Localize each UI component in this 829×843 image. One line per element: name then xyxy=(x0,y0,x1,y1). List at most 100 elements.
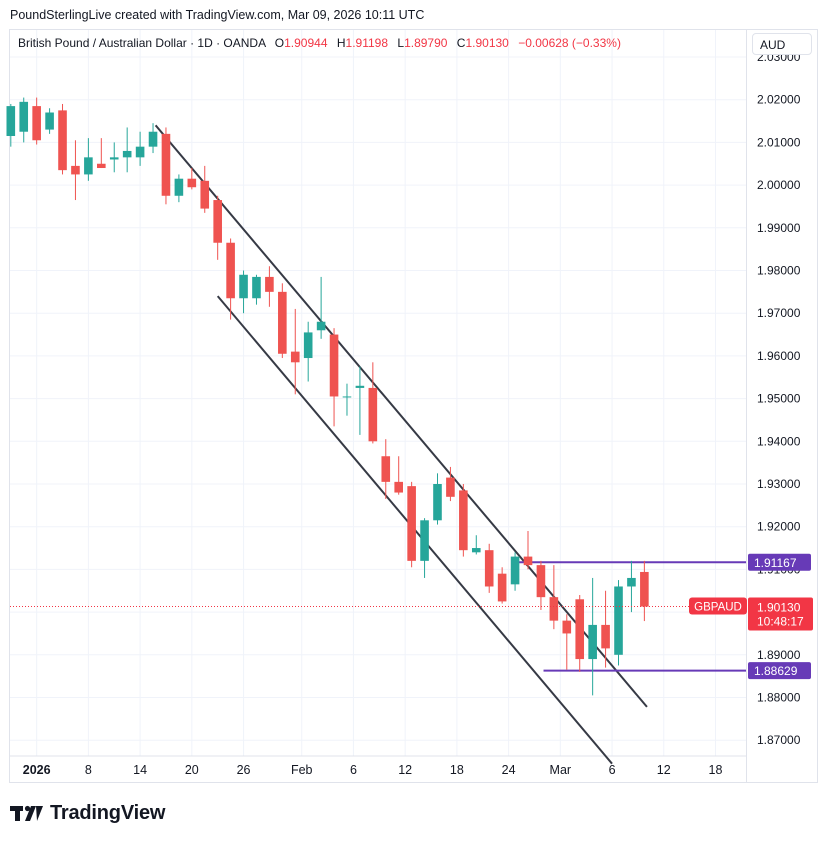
candle xyxy=(174,174,184,203)
candle-body xyxy=(32,106,41,141)
close-value: 1.90130 xyxy=(465,36,509,50)
candle xyxy=(32,97,41,145)
time-tick-label: 12 xyxy=(398,763,412,777)
symbol-tag-label: GBPAUD xyxy=(694,602,742,614)
candle-body xyxy=(84,157,93,175)
candle-body xyxy=(58,110,67,171)
symbol-tag xyxy=(689,597,747,615)
candle xyxy=(407,481,416,568)
candle xyxy=(239,270,248,314)
candle xyxy=(381,439,391,499)
time-tick-label: 6 xyxy=(609,763,616,777)
candle xyxy=(148,123,158,154)
time-tick-label: 24 xyxy=(502,763,516,777)
candle-body xyxy=(265,276,274,292)
candle-body xyxy=(471,548,481,553)
candle xyxy=(84,138,93,181)
candle-body xyxy=(627,577,636,587)
candle-body xyxy=(45,112,54,130)
time-tick-label: 18 xyxy=(709,763,723,777)
candle xyxy=(58,103,67,175)
candle-body xyxy=(213,200,222,243)
candle xyxy=(265,266,274,307)
chart-frame xyxy=(9,29,818,783)
price-tick-label: 2.01000 xyxy=(757,135,801,149)
candle-body xyxy=(6,106,16,136)
candle xyxy=(433,473,442,525)
currency-button[interactable]: AUD xyxy=(752,33,812,55)
candle xyxy=(459,484,468,557)
price-tick-label: 1.96000 xyxy=(757,349,801,363)
price-tick-label: 1.92000 xyxy=(757,520,801,534)
candle xyxy=(523,530,533,570)
candle-body xyxy=(368,387,378,442)
candle-body xyxy=(523,556,533,566)
price-tick-label: 1.94000 xyxy=(757,434,801,448)
candle-body xyxy=(239,274,248,299)
symbol-legend: British Pound / Australian Dollar · 1D ·… xyxy=(18,36,621,50)
candle-body xyxy=(109,157,119,160)
candle-body xyxy=(497,573,507,602)
channel-trendline xyxy=(154,124,648,708)
candle xyxy=(549,565,559,630)
candle-body xyxy=(510,556,520,585)
time-tick-label: 8 xyxy=(85,763,92,777)
tradingview-logo: TradingView xyxy=(10,800,165,826)
candles xyxy=(6,97,649,696)
candle xyxy=(213,195,222,260)
candle-body xyxy=(290,351,300,363)
low-label: L xyxy=(397,36,405,50)
last-price-tag xyxy=(748,597,813,631)
time-tick-label: 18 xyxy=(450,763,464,777)
candle-body xyxy=(355,385,365,388)
grid-lines xyxy=(10,30,746,756)
price-tick-label: 2.00000 xyxy=(757,178,801,192)
candle xyxy=(588,577,597,696)
channel-lines xyxy=(154,124,648,765)
candle xyxy=(97,138,106,169)
candle xyxy=(614,580,623,666)
candle xyxy=(368,362,378,444)
candle xyxy=(135,131,145,166)
time-axis: 2026 8 14 20 26 Feb 6 12 18 24 Mar 6 12 18 xyxy=(23,763,723,777)
candle xyxy=(226,238,235,320)
candle xyxy=(252,274,261,305)
candle xyxy=(316,276,326,339)
candle xyxy=(71,140,80,201)
price-tick-label: 1.99000 xyxy=(757,221,801,235)
open-value: 1.90944 xyxy=(284,36,328,50)
candle-body xyxy=(329,334,339,397)
candle xyxy=(342,383,352,416)
symbol-title: British Pound / Australian Dollar · 1D ·… xyxy=(18,36,266,50)
time-tick-label: 2026 xyxy=(23,763,51,777)
candle xyxy=(446,466,455,502)
candle-body xyxy=(148,131,158,147)
price-tick-label: 1.93000 xyxy=(757,477,801,491)
tradingview-logo-icon xyxy=(10,805,43,821)
candle-body xyxy=(71,165,80,175)
time-tick-label: 20 xyxy=(185,763,199,777)
candle-body xyxy=(135,146,145,158)
time-tick-label: Mar xyxy=(550,763,572,777)
tradingview-wordmark: TradingView xyxy=(50,801,166,824)
candle xyxy=(640,560,649,622)
price-tick-label: 2.02000 xyxy=(757,93,801,107)
candle xyxy=(200,165,210,213)
candle-body xyxy=(316,321,326,331)
price-tick-label: 1.87000 xyxy=(757,733,801,747)
candle-body xyxy=(575,599,585,660)
candle-body xyxy=(161,133,171,196)
candle-body xyxy=(407,486,416,561)
candle-body xyxy=(252,276,261,299)
high-label: H xyxy=(336,36,346,50)
candle-body xyxy=(187,178,197,188)
candle-body xyxy=(446,477,455,497)
candle-body xyxy=(278,291,287,354)
open-label: O xyxy=(274,36,285,50)
price-tick-label: 1.98000 xyxy=(757,264,801,278)
price-tick-label: 1.88000 xyxy=(757,691,801,705)
candle xyxy=(471,535,481,555)
price-axis: 2.030002.020002.010002.000001.990001.980… xyxy=(757,50,801,747)
